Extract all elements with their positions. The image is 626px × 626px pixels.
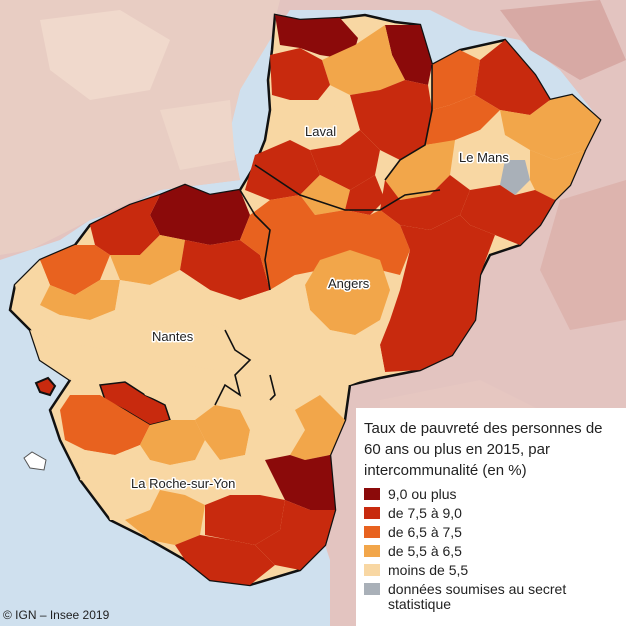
city-label-la-roche-sur-yon: La Roche-sur-Yon	[131, 476, 235, 491]
legend-swatch	[364, 507, 380, 519]
legend-item: de 6,5 à 7,5	[364, 525, 618, 540]
legend-item: 9,0 ou plus	[364, 487, 618, 502]
map-legend: Taux de pauvreté des personnes de 60 ans…	[356, 408, 626, 626]
city-label-laval: Laval	[305, 124, 336, 139]
legend-swatch	[364, 564, 380, 576]
legend-label: 9,0 ou plus	[388, 486, 457, 502]
city-label-angers: Angers	[328, 276, 370, 291]
department-borders	[214, 65, 441, 406]
legend-swatch	[364, 545, 380, 557]
legend-label: de 6,5 à 7,5	[388, 524, 462, 540]
legend-list: 9,0 ou plus de 7,5 à 9,0 de 6,5 à 7,5 de…	[364, 487, 618, 612]
copyright-credit: © IGN – Insee 2019	[3, 608, 110, 622]
legend-label: de 7,5 à 9,0	[388, 505, 462, 521]
pays-de-la-loire-region	[8, 13, 602, 587]
legend-swatch	[364, 488, 380, 500]
legend-title: Taux de pauvreté des personnes de 60 ans…	[364, 420, 603, 479]
legend-item: moins de 5,5	[364, 563, 618, 578]
city-label-nantes: Nantes	[152, 329, 194, 344]
legend-item: de 7,5 à 9,0	[364, 506, 618, 521]
city-label-le-mans: Le Mans	[459, 150, 509, 165]
legend-item: données soumises au secret statistique	[364, 582, 618, 612]
legend-swatch	[364, 526, 380, 538]
city-labels: Laval Le Mans Angers Nantes La Roche-sur…	[130, 123, 511, 493]
legend-swatch	[364, 583, 380, 595]
legend-label: données soumises au secret statistique	[388, 581, 567, 612]
legend-item: de 5,5 à 6,5	[364, 544, 618, 559]
legend-label: moins de 5,5	[388, 562, 469, 578]
legend-label: de 5,5 à 6,5	[388, 543, 462, 559]
